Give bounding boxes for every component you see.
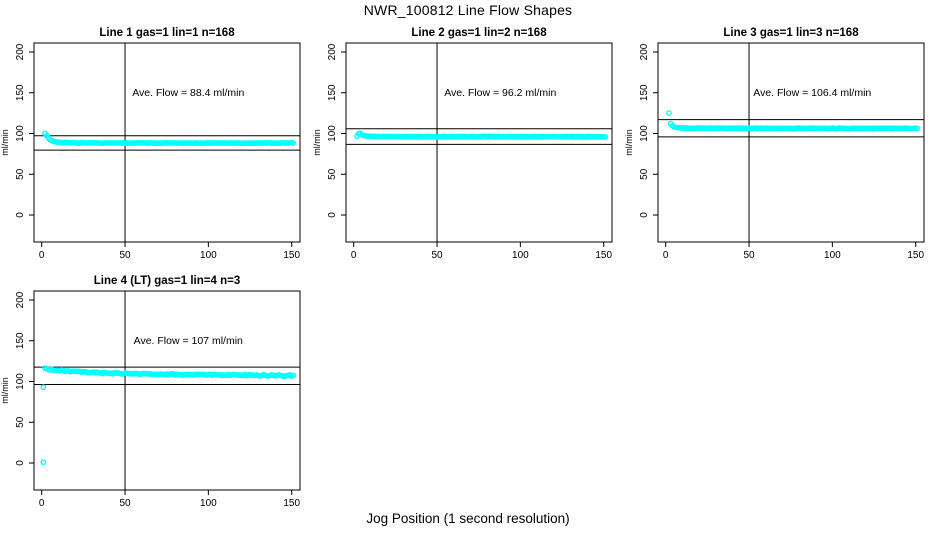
outlier-point bbox=[40, 459, 47, 466]
y-axis-title: ml/min bbox=[0, 129, 10, 156]
y-tick-label: 200 bbox=[15, 291, 26, 308]
x-tick-label: 50 bbox=[431, 250, 443, 261]
x-tick-label: 0 bbox=[39, 250, 45, 261]
x-tick-label: 100 bbox=[824, 250, 841, 261]
x-axis-label: Jog Position (1 second resolution) bbox=[366, 511, 570, 526]
y-tick-label: 0 bbox=[15, 460, 26, 466]
panel-svg-line-2: Line 2 gas=1 lin=2 n=168 0 50 100 150 0 50 100 1… bbox=[312, 27, 613, 261]
y-tick-label: 0 bbox=[15, 212, 26, 218]
plot-box bbox=[33, 290, 301, 491]
x-tick-label: 50 bbox=[743, 250, 755, 261]
panel-title: Line 3 gas=1 lin=3 n=168 bbox=[723, 27, 859, 39]
y-tick-label: 0 bbox=[327, 212, 338, 218]
y-tick-label: 100 bbox=[639, 125, 650, 142]
data-point bbox=[290, 140, 297, 146]
panel-svg-line-4: Line 4 (LT) gas=1 lin=4 n=3 0 50 100 150 0 50 1… bbox=[0, 275, 301, 509]
data-points bbox=[354, 130, 609, 140]
y-tick-label: 150 bbox=[639, 84, 650, 101]
y-axis-title: ml/min bbox=[0, 377, 10, 404]
x-tick-label: 0 bbox=[663, 250, 669, 261]
y-tick-label: 0 bbox=[639, 212, 650, 218]
panel-line-4: Line 4 (LT) gas=1 lin=4 n=3 0 50 100 150 0 50 1… bbox=[0, 268, 312, 515]
ave-flow-annotation: Ave. Flow = 106.4 ml/min bbox=[753, 87, 871, 99]
panel-line-2: Line 2 gas=1 lin=2 n=168 0 50 100 150 0 50 100 1… bbox=[312, 20, 624, 267]
panel-title: Line 4 (LT) gas=1 lin=4 n=3 bbox=[94, 275, 240, 287]
x-tick-label: 150 bbox=[283, 498, 300, 509]
ave-flow-annotation: Ave. Flow = 96.2 ml/min bbox=[444, 87, 556, 99]
panel-svg-line-3: Line 3 gas=1 lin=3 n=168 0 50 100 150 0 50 100 1… bbox=[624, 27, 925, 261]
figure-title: NWR_100812 Line Flow Shapes bbox=[363, 2, 573, 18]
x-tick-label: 50 bbox=[119, 498, 131, 509]
y-tick-label: 50 bbox=[15, 168, 26, 180]
data-points bbox=[42, 130, 297, 147]
data-points bbox=[666, 110, 921, 132]
y-tick-label: 150 bbox=[327, 84, 338, 101]
x-tick-label: 50 bbox=[119, 250, 131, 261]
data-point bbox=[290, 372, 297, 379]
y-tick-label: 200 bbox=[15, 43, 26, 60]
y-tick-label: 100 bbox=[15, 373, 26, 390]
data-point bbox=[602, 133, 609, 140]
y-tick-label: 150 bbox=[15, 332, 26, 349]
y-tick-label: 50 bbox=[327, 168, 338, 180]
panel-line-1: Line 1 gas=1 lin=1 n=168 0 50 100 150 0 50 100 1… bbox=[0, 20, 312, 267]
y-tick-label: 200 bbox=[639, 43, 650, 60]
y-tick-label: 50 bbox=[639, 168, 650, 180]
outlier-point bbox=[666, 110, 672, 116]
ave-flow-annotation: Ave. Flow = 107 ml/min bbox=[134, 335, 243, 347]
x-tick-label: 100 bbox=[200, 250, 217, 261]
panel-svg-line-1: Line 1 gas=1 lin=1 n=168 0 50 100 150 0 50 100 1… bbox=[0, 27, 301, 261]
y-tick-label: 200 bbox=[327, 43, 338, 60]
y-tick-label: 100 bbox=[15, 125, 26, 142]
panels-grid: Line 1 gas=1 lin=1 n=168 0 50 100 150 0 50 100 1… bbox=[0, 20, 936, 513]
data-points bbox=[40, 365, 297, 466]
y-axis-title: ml/min bbox=[312, 129, 322, 156]
panel-title: Line 2 gas=1 lin=2 n=168 bbox=[411, 27, 547, 39]
plot-box bbox=[33, 42, 301, 243]
x-tick-label: 0 bbox=[39, 498, 45, 509]
x-tick-label: 150 bbox=[283, 250, 300, 261]
x-tick-label: 0 bbox=[351, 250, 357, 261]
panel-line-3: Line 3 gas=1 lin=3 n=168 0 50 100 150 0 50 100 1… bbox=[624, 20, 936, 267]
plot-box bbox=[345, 42, 613, 243]
x-tick-label: 100 bbox=[512, 250, 529, 261]
ave-flow-annotation: Ave. Flow = 88.4 ml/min bbox=[132, 87, 244, 99]
x-tick-label: 150 bbox=[595, 250, 612, 261]
plot-box bbox=[657, 42, 925, 243]
y-tick-label: 150 bbox=[15, 84, 26, 101]
panel-title: Line 1 gas=1 lin=1 n=168 bbox=[99, 27, 235, 39]
data-point bbox=[914, 125, 921, 132]
x-tick-label: 150 bbox=[907, 250, 924, 261]
outlier-point bbox=[40, 384, 47, 391]
y-tick-label: 50 bbox=[15, 416, 26, 428]
x-tick-label: 100 bbox=[200, 498, 217, 509]
y-axis-title: ml/min bbox=[624, 129, 634, 156]
y-tick-label: 100 bbox=[327, 125, 338, 142]
